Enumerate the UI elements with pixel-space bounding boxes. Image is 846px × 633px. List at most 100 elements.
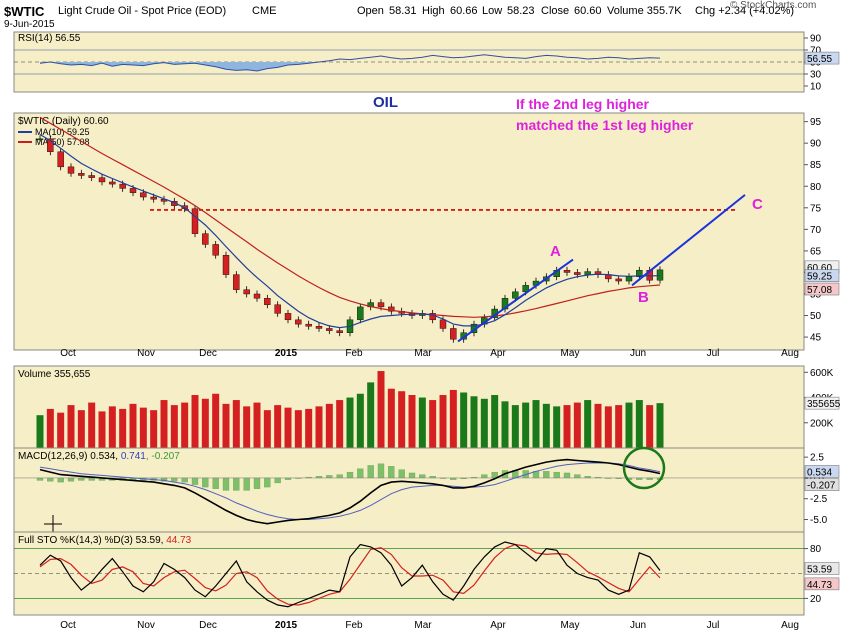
volume-bar (563, 405, 571, 448)
price-x-axis-label: Apr (490, 348, 506, 359)
macd-histogram-bar (574, 474, 581, 479)
volume-bar (573, 402, 581, 448)
candle-body (615, 278, 622, 282)
price-tick-label: 65 (810, 246, 822, 257)
bottom-x-axis-label: Feb (345, 620, 363, 631)
macd-histogram-bar (398, 469, 405, 479)
macd-histogram-bar (274, 477, 281, 484)
candle-body (522, 285, 529, 293)
macd-histogram-bar (67, 477, 75, 482)
volume-bar (119, 408, 127, 448)
volume-tick-label: 200K (810, 418, 834, 429)
ma50-legend: MA(50) 57.08 (35, 137, 90, 147)
volume-bar (46, 408, 54, 448)
macd-histogram-bar (171, 477, 178, 482)
chart-header: $WTIC Light Crude Oil - Spot Price (EOD)… (0, 0, 846, 32)
volume-bar (646, 405, 654, 448)
volume-bar (253, 402, 261, 448)
price-x-axis-label: May (561, 348, 580, 359)
volume-bar (387, 388, 395, 448)
volume-bar (511, 405, 519, 448)
macd-histogram-bar (222, 477, 230, 491)
price-tick-label: 45 (810, 333, 822, 344)
volume-bar (67, 405, 75, 448)
price-legend: $WTIC (Daily) 60.60 (18, 116, 109, 127)
volume-last-tag: 355655 (807, 399, 841, 410)
candle-body (357, 306, 364, 321)
ma10-line (39, 133, 661, 329)
volume-legend: Volume 355,655 (18, 369, 91, 380)
label-a: A (550, 243, 561, 260)
bottom-x-axis-label: 2015 (275, 620, 298, 631)
volume-bar (294, 410, 302, 448)
bottom-x-axis-label: Nov (137, 620, 155, 631)
volume-value: Volume 355.7K (607, 5, 682, 17)
low-label: Low (482, 5, 503, 17)
sto-k-line (39, 541, 661, 608)
volume-bar (98, 411, 106, 448)
volume-bar (542, 403, 550, 448)
volume-bar (532, 400, 540, 448)
volume-bar (522, 402, 530, 448)
price-x-axis-label: Feb (345, 348, 363, 359)
candle-body (150, 196, 157, 200)
macd-histogram-bar (481, 474, 488, 479)
volume-bar (232, 400, 240, 448)
macd-histogram-bar (388, 466, 395, 479)
rsi-last-tag: 56.55 (807, 54, 832, 65)
candle-body (57, 151, 64, 168)
candle-body (264, 298, 271, 305)
trendline-leg-a (457, 258, 574, 343)
macd-panel (13, 447, 805, 533)
chart-date: 9-Jun-2015 (4, 19, 55, 30)
note-line-2: matched the 1st leg higher (516, 117, 694, 133)
volume-bar (181, 402, 189, 448)
price-tag-box (804, 269, 840, 282)
candle-body (326, 328, 333, 331)
volume-bar (398, 391, 406, 448)
ma10-legend: MA(10) 59.25 (35, 127, 90, 137)
macd-histogram-bar (408, 472, 416, 479)
candle-body (140, 192, 147, 198)
sto-legend: Full STO %K(14,3) %D(3) 53.59, 44.73 (18, 535, 192, 546)
stockcharts-watermark: © StockCharts.com (730, 0, 817, 11)
sto-d-tag: 44.73 (807, 580, 832, 591)
volume-bar (480, 398, 488, 448)
price-tag-box (804, 282, 840, 296)
price-tick-label: 70 (810, 225, 822, 236)
bottom-x-axis-label: Oct (60, 620, 76, 631)
volume-bar (367, 382, 375, 448)
volume-bar (77, 410, 85, 448)
volume-bar (170, 405, 178, 448)
macd-tick-label: 2.5 (810, 453, 824, 464)
volume-bar (315, 406, 323, 448)
macd-histogram-bar (253, 477, 261, 489)
volume-bar (346, 397, 354, 448)
price-x-axis-label: Mar (414, 348, 432, 359)
macd-histogram-bar (243, 477, 250, 491)
label-c: C (752, 196, 763, 213)
price-tick-label: 85 (810, 160, 822, 171)
price-tick-label: 90 (810, 139, 822, 150)
bottom-x-axis-label: Dec (199, 620, 217, 631)
volume-bar (336, 400, 344, 448)
sto-tick-label: 80 (810, 544, 822, 555)
candle-body (202, 233, 209, 245)
volume-bar (625, 402, 633, 448)
volume-bar (263, 410, 271, 448)
rsi-tick-label: 90 (810, 34, 822, 45)
macd-tag-box (804, 465, 840, 478)
macd-histogram-bar (326, 475, 333, 479)
candle-body (656, 269, 664, 281)
bottom-x-axis-label: Mar (414, 620, 432, 631)
price-x-axis-label: Aug (781, 348, 799, 359)
macd-tag: 0.534 (807, 467, 832, 478)
volume-bar (449, 389, 457, 448)
candle-body (336, 330, 343, 333)
macd-hist-tag: -0.207 (807, 481, 836, 492)
volume-bar (139, 407, 147, 448)
volume-bar (129, 403, 137, 448)
open-value: 58.31 (389, 5, 417, 17)
candle-body (305, 323, 312, 327)
open-label: Open (357, 5, 384, 17)
